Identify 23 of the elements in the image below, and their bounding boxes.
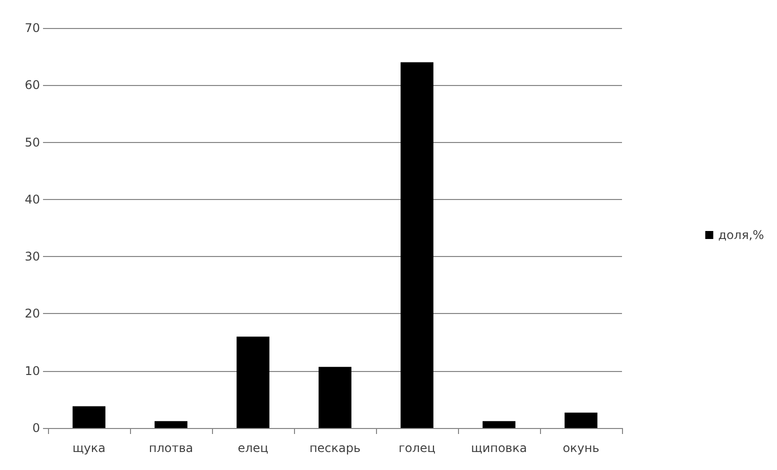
bar	[72, 406, 106, 428]
x-tick-label: плотва	[148, 441, 194, 455]
y-tick-label: 30	[24, 250, 40, 264]
y-tick-label: 20	[24, 306, 40, 321]
x-tick-label: голец	[398, 441, 436, 455]
y-tick-label: 70	[24, 21, 40, 35]
bar	[400, 62, 434, 428]
y-tick-label: 0	[32, 421, 40, 435]
x-tick-label: щука	[72, 441, 106, 455]
x-tick-label: окунь	[562, 441, 600, 455]
y-tick-label: 40	[24, 192, 40, 206]
x-tick-label: елец	[238, 441, 268, 455]
bar	[154, 421, 188, 428]
bar	[482, 421, 516, 428]
y-tick-label: 50	[24, 135, 40, 150]
y-tick-label: 60	[24, 78, 40, 92]
bar	[236, 336, 270, 428]
legend-label: доля,%	[718, 228, 764, 242]
bar	[564, 412, 598, 428]
x-tick-label: пескарь	[309, 441, 361, 455]
y-tick-label: 10	[24, 364, 40, 378]
bar	[318, 366, 352, 428]
x-tick-label: щиповка	[471, 441, 527, 455]
